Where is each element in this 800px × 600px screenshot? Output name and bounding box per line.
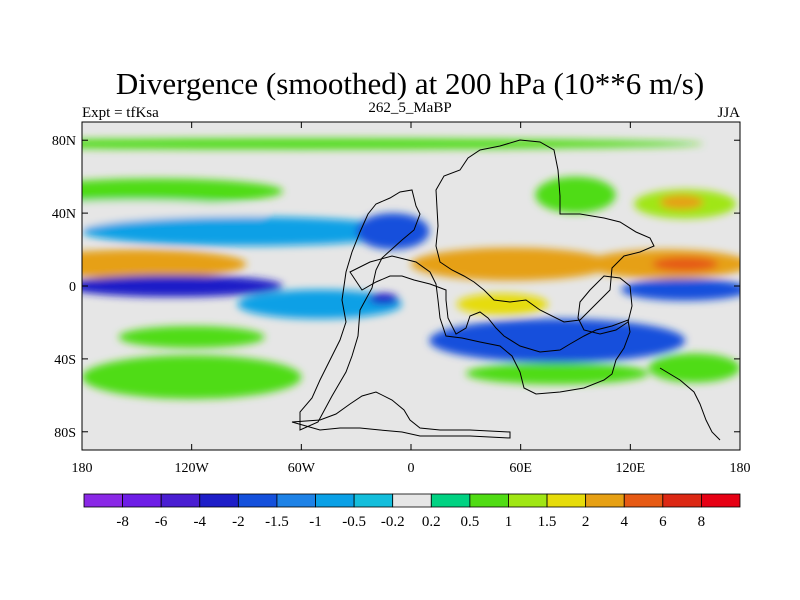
coastline-americas: [299, 189, 421, 431]
colorbar-swatch: [430, 493, 471, 508]
colorbar-label: -8: [116, 514, 129, 530]
region-equator-blue: [82, 275, 284, 297]
coastline-east-antarctica: [659, 367, 721, 441]
colorbar-swatch: [392, 493, 432, 508]
region-north-blue-band: [82, 216, 411, 246]
y-tick-label: 80S: [54, 426, 76, 441]
y-tick-label: 0: [69, 280, 76, 295]
colorbar-swatch: [315, 493, 355, 508]
region-asia-strong-conv: [356, 213, 430, 250]
colorbar-swatch: [469, 493, 509, 508]
region-tibet-green: [535, 176, 616, 214]
colorbar-swatch: [276, 493, 316, 508]
x-tick-label: 60E: [509, 461, 532, 476]
y-tick-label: 40S: [54, 353, 76, 368]
region-south-green-atl: [465, 362, 649, 385]
colorbar-label: -0.5: [342, 514, 366, 530]
region-equator-blue-east: [621, 278, 740, 301]
colorbar-label: -0.2: [381, 514, 405, 530]
colorbar-label: 0.2: [422, 514, 441, 530]
region-trop-n-orange-west: [82, 249, 247, 279]
colorbar-swatch: [585, 493, 625, 508]
chart-title: Divergence (smoothed) at 200 hPa (10**6 …: [116, 66, 704, 101]
colorbar-swatch: [546, 493, 587, 508]
colorbar-label: -4: [194, 514, 207, 530]
colorbar-swatch: [353, 493, 394, 508]
colorbar-label: 2: [582, 514, 590, 530]
region-pacific-n-yellow: [659, 194, 704, 210]
x-tick-label: 0: [408, 461, 415, 476]
region-north-green-band: [82, 178, 284, 204]
continent-outlines: [291, 139, 721, 441]
colorbar: -8 -6 -4 -2 -1.5 -1 -0.5 -0.2 0.2 0.5 1 1.5 2 4 6 8: [83, 493, 741, 530]
x-tick-label: 120E: [616, 461, 646, 476]
colorbar-label: 4: [620, 514, 628, 530]
coastline-australia: [577, 275, 633, 335]
x-tick-label: 180: [730, 461, 751, 476]
season-label: JJA: [717, 105, 740, 121]
axis-ticks: 180 120W 60W 0 60E 120E 180 80N 40N 0 40S 80S: [52, 122, 751, 476]
y-tick-label: 40N: [52, 207, 76, 222]
coastline-africa: [349, 255, 631, 395]
colorbar-label: 8: [698, 514, 706, 530]
colorbar-swatch: [662, 493, 702, 508]
colorbar-label: -1.5: [265, 514, 289, 530]
region-trop-s-green-amer: [118, 326, 265, 348]
region-trop-s-blue: [237, 289, 402, 319]
colorbar-swatch: [199, 493, 239, 508]
coastline-antarctica: [291, 391, 511, 439]
colorbar-label: 1: [505, 514, 513, 530]
colorbar-label: -1: [309, 514, 322, 530]
colorbar-swatch: [83, 493, 123, 508]
colorbar-label: 1.5: [538, 514, 557, 530]
case-label: 262_5_MaBP: [368, 100, 451, 116]
region-south-orange-africa: [456, 293, 549, 316]
colorbar-label: -2: [232, 514, 245, 530]
colorbar-label: 6: [659, 514, 667, 530]
region-trop-n-orange-africa: [411, 247, 613, 281]
colorbar-swatch: [160, 493, 201, 508]
x-tick-label: 60W: [288, 461, 316, 476]
experiment-label: Expt = tfKsa: [82, 105, 159, 121]
colorbar-label: -6: [155, 514, 168, 530]
region-south-green-amer: [82, 355, 302, 399]
region-south-strong-conv: [429, 318, 686, 363]
divergence-field: [82, 138, 740, 399]
coastline-eurasia: [435, 139, 655, 323]
x-tick-label: 120W: [175, 461, 210, 476]
region-trop-n-red-pacific: [652, 256, 719, 272]
y-tick-label: 80N: [52, 134, 76, 149]
colorbar-swatch: [237, 493, 278, 508]
colorbar-swatch: [122, 493, 162, 508]
x-tick-label: 180: [72, 461, 93, 476]
colorbar-swatch: [508, 493, 548, 508]
region-south-green-east: [648, 353, 740, 383]
colorbar-swatch: [623, 493, 664, 508]
colorbar-label: 0.5: [461, 514, 480, 530]
region-trop-s-purple: [368, 293, 399, 305]
colorbar-swatch: [701, 493, 741, 508]
